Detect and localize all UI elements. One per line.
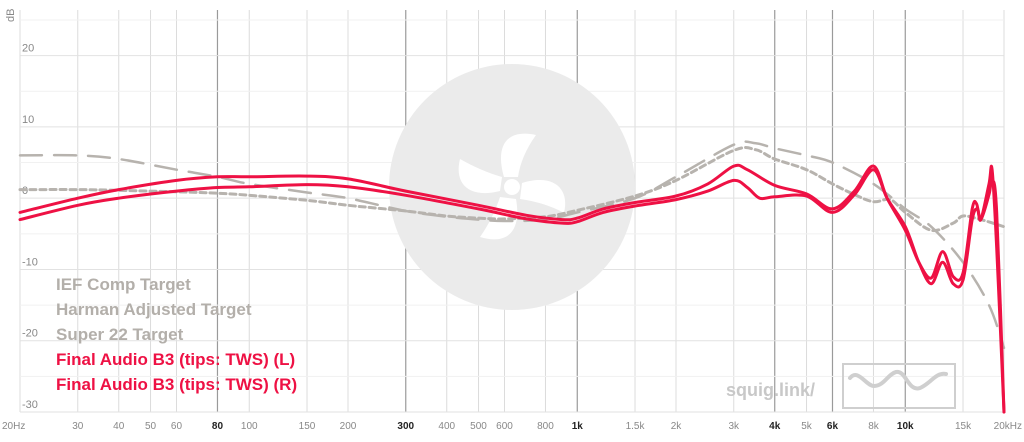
legend-item[interactable]: IEF Comp Target <box>56 275 191 294</box>
y-axis: 20 10 0 -10 -20 -30 <box>22 43 38 411</box>
x-tick-label: 40 <box>113 421 125 432</box>
y-tick-label: -30 <box>22 399 38 411</box>
watermark: squig.link/ <box>726 363 956 409</box>
x-tick-label: 6k <box>827 421 839 432</box>
x-tick-label: 2k <box>671 421 683 432</box>
y-tick-label: 10 <box>22 114 34 126</box>
watermark-text: squig.link/ <box>726 380 815 400</box>
y-tick-label: 0 <box>22 185 28 197</box>
x-tick-label: 100 <box>241 421 258 432</box>
x-tick-label: 80 <box>212 421 224 432</box>
x-tick-label: 4k <box>769 421 781 432</box>
legend-item[interactable]: Super 22 Target <box>56 325 184 344</box>
x-tick-label: 1.5k <box>626 421 646 432</box>
x-tick-label: 10k <box>897 421 914 432</box>
y-tick-label: -10 <box>22 256 38 268</box>
watermark-logo-icon <box>842 363 956 409</box>
x-tick-label: 50 <box>145 421 157 432</box>
x-tick-label: 1k <box>572 421 584 432</box>
y-tick-label: -20 <box>22 328 38 340</box>
series-line-4 <box>18 164 1006 414</box>
x-tick-label: 8k <box>868 421 880 432</box>
x-tick-label: 20kHz <box>994 421 1022 432</box>
y-tick-label: 20 <box>22 43 34 55</box>
y-axis-label: dB <box>5 9 17 22</box>
series-line-1 <box>18 146 1006 233</box>
x-tick-label: 300 <box>397 421 414 432</box>
x-tick-label: 60 <box>171 421 183 432</box>
x-tick-label: 400 <box>438 421 455 432</box>
series-line-0 <box>18 140 1006 350</box>
x-axis: 20Hz 30 40 50 60 80 100 150 200 300 400 500 600 800 1k… <box>2 421 1022 432</box>
x-tick-label: 150 <box>299 421 316 432</box>
series-lines <box>18 140 1006 414</box>
x-tick-label: 200 <box>340 421 357 432</box>
legend-item[interactable]: Harman Adjusted Target <box>56 300 252 319</box>
series-line-3 <box>18 163 1006 414</box>
x-tick-label: 20Hz <box>2 421 25 432</box>
x-tick-label: 800 <box>537 421 554 432</box>
x-tick-label: 600 <box>496 421 513 432</box>
legend-item[interactable]: Final Audio B3 (tips: TWS) (L) <box>56 350 295 369</box>
x-tick-label: 500 <box>470 421 487 432</box>
x-tick-label: 30 <box>72 421 84 432</box>
x-tick-label: 15k <box>955 421 972 432</box>
x-tick-label: 3k <box>728 421 740 432</box>
legend: IEF Comp Target Harman Adjusted Target Sup… <box>56 275 297 394</box>
background-logo <box>389 64 635 310</box>
x-tick-label: 5k <box>801 421 813 432</box>
legend-item[interactable]: Final Audio B3 (tips: TWS) (R) <box>56 375 297 394</box>
